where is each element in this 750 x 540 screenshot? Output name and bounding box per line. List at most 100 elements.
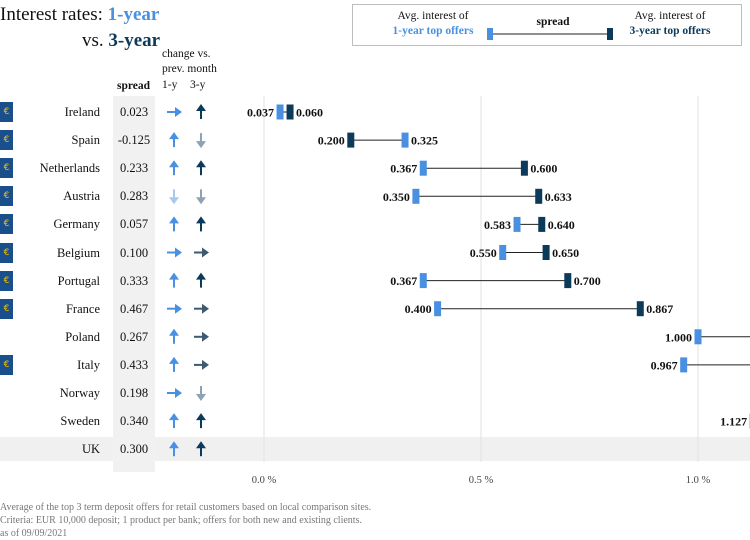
- value-label-left: 0.367: [390, 162, 417, 176]
- change-1y-arrow: [169, 132, 179, 148]
- value-label-left: 0.367: [390, 274, 417, 288]
- change-1y-arrow: [167, 107, 182, 117]
- spread-value: 0.057: [119, 217, 149, 232]
- change-1y-arrow: [169, 189, 179, 205]
- spread-value: 0.267: [119, 329, 149, 344]
- x-tick-label: 0.5 %: [469, 475, 494, 486]
- euro-flag-icon: €: [0, 242, 13, 263]
- value-label-right: 0.640: [548, 218, 575, 232]
- legend-sample-one-year: [487, 28, 493, 40]
- change-3y-arrow: [196, 160, 206, 176]
- change-3y-arrow: [194, 303, 209, 314]
- country-label: Sweden: [60, 414, 100, 429]
- three-year-marker: [535, 188, 543, 204]
- change-3y-arrow: [196, 441, 206, 457]
- value-label-left: 1.000: [665, 330, 692, 344]
- one-year-marker: [401, 132, 409, 148]
- dumbbell-chart: 0.0 %0.5 %1.0 %1.5 %2.0 %0.0370.0600.200…: [167, 28, 750, 486]
- title-prefix: Interest rates:: [0, 4, 108, 25]
- spread-value: 0.333: [119, 273, 149, 288]
- legend-right-label: Avg. interest of 3-year top offers: [605, 9, 735, 39]
- country-label: Germany: [53, 217, 100, 232]
- x-tick-label: 0.0 %: [252, 475, 277, 486]
- legend-right-line2: 3-year top offers: [629, 25, 711, 37]
- value-label-right: 0.633: [545, 190, 572, 204]
- change-3y-arrow: [196, 386, 206, 401]
- change-3y-arrow: [196, 272, 206, 288]
- header-change-line2: prev. month: [162, 63, 217, 75]
- euro-flag-icon: €: [0, 158, 13, 179]
- value-label-left: 0.350: [383, 190, 410, 204]
- spread-value: 0.433: [119, 357, 149, 372]
- footer-note-2: Criteria: EUR 10,000 deposit; 1 product …: [0, 515, 362, 526]
- value-label-left: 1.127: [720, 415, 747, 429]
- one-year-marker: [419, 273, 427, 289]
- spread-value: 0.023: [119, 105, 149, 119]
- one-year-marker: [419, 160, 427, 176]
- spread-value: 0.233: [119, 161, 149, 176]
- three-year-marker: [347, 132, 355, 148]
- one-year-marker: [499, 245, 507, 260]
- change-1y-arrow: [169, 272, 179, 288]
- country-label: Belgium: [56, 245, 100, 260]
- header-col-3y: 3-y: [190, 79, 206, 91]
- header-col-1y: 1-y: [162, 79, 178, 91]
- three-year-marker: [636, 301, 644, 317]
- title-one-year: 1-year: [107, 4, 160, 25]
- value-label-right: 0.867: [646, 302, 673, 316]
- value-label-right: 0.060: [296, 106, 323, 120]
- change-1y-arrow: [169, 441, 179, 457]
- country-label: Spain: [71, 133, 100, 148]
- spread-column-band: [113, 96, 155, 472]
- header-spread: spread: [117, 80, 151, 92]
- footer-note-3: as of 09/09/2021: [0, 528, 68, 539]
- euro-flag-icon: €: [0, 102, 13, 122]
- value-label-right: 0.600: [530, 162, 557, 176]
- title-three-year: 3-year: [108, 30, 161, 51]
- country-label: Italy: [77, 357, 100, 372]
- change-1y-arrow: [169, 216, 179, 232]
- country-label: UK: [81, 442, 100, 457]
- country-label: Netherlands: [39, 161, 100, 176]
- three-year-marker: [538, 216, 546, 232]
- value-label-right: 0.700: [574, 274, 601, 288]
- value-label-left: 0.400: [405, 302, 432, 316]
- title-vs: vs.: [82, 30, 109, 51]
- change-1y-arrow: [169, 356, 179, 372]
- value-label-left: 0.583: [484, 218, 511, 232]
- country-label: France: [65, 301, 100, 316]
- spread-value: 0.198: [119, 386, 149, 400]
- euro-flag-icon: €: [0, 130, 13, 151]
- change-3y-arrow: [196, 413, 206, 429]
- one-year-marker: [434, 301, 442, 317]
- value-label-left: 0.967: [651, 358, 678, 372]
- change-3y-arrow: [196, 133, 206, 149]
- three-year-marker: [520, 160, 528, 176]
- euro-flag-icon: €: [0, 214, 13, 235]
- euro-flag-icon: €: [0, 186, 13, 207]
- one-year-marker: [680, 357, 688, 373]
- country-label: Ireland: [64, 105, 100, 119]
- change-1y-arrow: [167, 388, 182, 398]
- legend-left-label: Avg. interest of 1-year top offers: [373, 9, 493, 39]
- spread-value: -0.125: [117, 133, 151, 148]
- legend-spread-label: spread: [536, 16, 570, 28]
- legend-left-line1: Avg. interest of: [397, 10, 469, 22]
- three-year-marker: [286, 104, 294, 120]
- spread-value: 0.100: [119, 245, 149, 260]
- one-year-marker: [276, 104, 284, 120]
- spread-value: 0.467: [119, 301, 149, 316]
- spread-value: 0.300: [119, 442, 149, 457]
- country-label: Austria: [63, 189, 100, 204]
- change-3y-arrow: [196, 216, 206, 232]
- one-year-marker: [513, 216, 521, 232]
- euro-flag-icon: €: [0, 270, 13, 291]
- three-year-marker: [542, 245, 550, 260]
- change-3y-arrow: [196, 104, 206, 119]
- one-year-marker: [412, 188, 420, 204]
- change-1y-arrow: [169, 413, 179, 429]
- header-change-line1: change vs.: [162, 48, 211, 60]
- legend-sample-three-year: [607, 28, 613, 40]
- change-1y-arrow: [169, 328, 179, 344]
- legend-left-line2: 1-year top offers: [392, 25, 474, 37]
